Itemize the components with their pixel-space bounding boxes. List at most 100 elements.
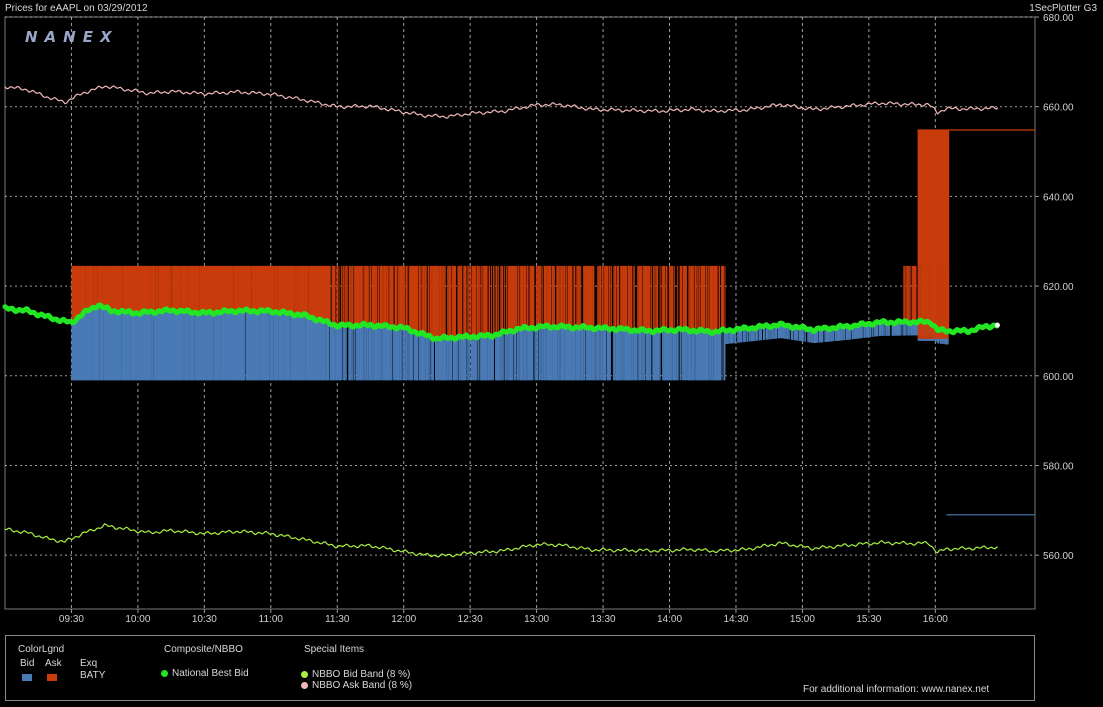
bid-bar	[535, 327, 537, 381]
ask-bar	[475, 265, 477, 337]
plotter-name: 1SecPlotter G3	[1029, 3, 1097, 14]
x-tick-label: 16:00	[923, 614, 948, 625]
ask-bar	[584, 265, 586, 328]
bid-bar	[829, 328, 831, 342]
bid-bar	[584, 327, 586, 381]
x-tick-label: 15:30	[856, 614, 881, 625]
ask-bar	[421, 265, 423, 334]
bid-bar	[551, 326, 553, 381]
bid-bar	[733, 329, 735, 344]
bid-bar	[392, 326, 394, 381]
bid-bar	[781, 324, 783, 339]
ask-bar	[376, 265, 378, 326]
bid-bar	[623, 329, 625, 381]
bid-bar	[358, 325, 360, 381]
bid-bar	[534, 327, 536, 381]
info-link[interactable]: For additional information: www.nanex.ne…	[803, 684, 990, 695]
ask-bar	[478, 265, 480, 337]
bid-bar	[342, 325, 344, 381]
ask-bar	[340, 265, 342, 326]
bid-bar	[363, 325, 365, 381]
ask-bar	[907, 265, 909, 323]
ask-bar	[613, 265, 615, 329]
bid-bar	[693, 330, 695, 381]
ask-bar	[169, 265, 171, 311]
y-tick-label: 600.00	[1043, 372, 1074, 383]
ask-bar	[346, 265, 348, 326]
ask-bar	[549, 265, 551, 327]
bid-bar	[804, 328, 806, 342]
bid-bar	[776, 325, 778, 339]
ask-bar	[669, 265, 671, 331]
ask-bar	[628, 265, 630, 330]
ask-bar	[688, 265, 690, 331]
ask-bar	[625, 265, 627, 330]
ask-bar	[536, 265, 538, 328]
bid-bar	[345, 325, 347, 381]
ask-bar	[719, 265, 721, 332]
ask-bar	[588, 265, 590, 328]
bid-bar	[593, 327, 595, 381]
ask-bar	[250, 265, 252, 311]
ask-bar	[486, 265, 488, 336]
bid-bar	[874, 323, 876, 337]
ask-bar	[545, 265, 547, 327]
bid-bar	[182, 311, 184, 381]
ask-bar	[381, 265, 383, 326]
ask-bar	[722, 265, 724, 331]
bid-bar	[595, 327, 597, 381]
ask-bar	[663, 265, 665, 331]
ask-bar	[912, 265, 914, 322]
ask-bar	[580, 265, 582, 328]
ask-bar	[703, 265, 705, 332]
bid-bar	[785, 325, 787, 339]
bid-bar	[411, 330, 413, 381]
ask-bar	[657, 265, 659, 331]
ask-bar	[641, 265, 643, 331]
bid-swatch	[22, 674, 32, 681]
ask-bar	[576, 265, 578, 328]
x-tick-label: 12:00	[391, 614, 416, 625]
ask-bar	[649, 265, 651, 331]
bid-bar	[841, 326, 843, 341]
bid-bar	[834, 327, 836, 342]
ask-bar	[370, 265, 372, 326]
ask-bar	[652, 265, 654, 331]
x-axis: 09:30 10:00 10:30 11:00 11:30 12:00 12:30 13:00…	[59, 609, 948, 625]
ask-bar	[553, 265, 555, 327]
bid-bar	[708, 331, 710, 381]
ask-bar	[96, 265, 98, 306]
bid-bar	[289, 313, 291, 381]
bid-bar	[650, 330, 652, 381]
bid-bar	[365, 325, 367, 381]
x-tick-label: 11:30	[325, 614, 350, 625]
bid-bar	[735, 329, 737, 343]
bid-bar	[601, 328, 603, 381]
bid-bar	[537, 327, 539, 381]
bid-bar	[784, 325, 786, 339]
ask-bar	[449, 265, 451, 338]
ask-swatch	[47, 674, 57, 681]
bid-bar	[599, 328, 601, 381]
ask-bar	[198, 265, 200, 313]
ask-bar	[722, 265, 724, 331]
bid-bar	[351, 325, 353, 381]
ask-bar	[646, 265, 648, 331]
x-tick-label: 13:30	[591, 614, 616, 625]
bid-bar	[913, 321, 915, 336]
y-axis: 680.00 660.00 640.00 620.00 600.00 580.00 560.…	[1035, 13, 1074, 562]
bid-bar	[643, 330, 645, 381]
ask-bar	[571, 265, 573, 328]
bid-bar	[779, 324, 781, 339]
ask-bar	[440, 265, 442, 339]
ask-bar	[357, 265, 359, 326]
ask-bar	[650, 265, 652, 331]
bid-bar	[822, 328, 824, 343]
bid-bar	[701, 330, 703, 381]
legend-special-title: Special Items	[304, 644, 365, 655]
bid-bar	[831, 327, 833, 342]
bid-bar	[344, 325, 346, 381]
bid-bar	[102, 306, 104, 381]
bid-bar	[812, 329, 814, 343]
ask-bar	[908, 265, 910, 323]
